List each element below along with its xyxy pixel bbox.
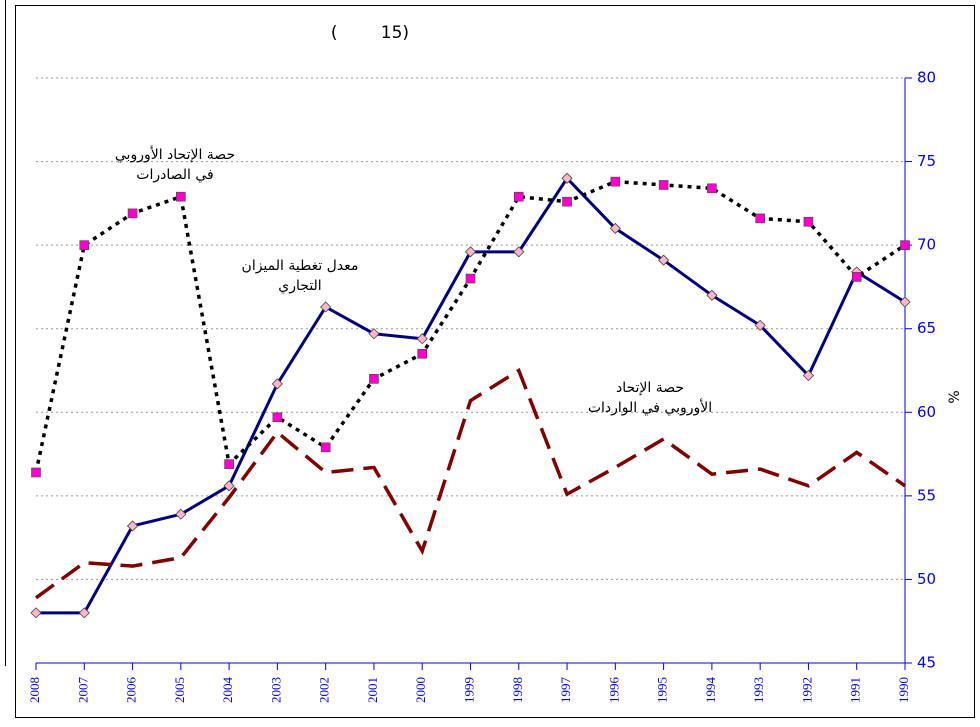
x-tick-label: 2008: [27, 677, 42, 703]
y-tick-label: 45: [917, 654, 936, 672]
y-axis-label: %: [947, 390, 963, 403]
annotation: معدل تغطية الميزان: [242, 258, 359, 274]
point: [369, 374, 379, 384]
point: [754, 319, 766, 331]
chart-title: ( 15): [331, 23, 409, 43]
point: [79, 240, 90, 250]
point: [126, 520, 139, 532]
point: [368, 328, 380, 340]
x-tick-label: 2003: [268, 677, 283, 703]
x-tick-label: 1999: [461, 677, 476, 703]
x-tick-label: 1997: [558, 677, 573, 704]
point: [706, 289, 718, 301]
x-tick-label: 1995: [655, 677, 670, 703]
point: [900, 240, 910, 250]
point: [707, 183, 717, 194]
point: [755, 213, 765, 224]
x-tick-label: 2002: [317, 677, 332, 703]
annotation: حصة الإتحاد: [616, 380, 684, 396]
point: [609, 222, 621, 234]
point: [175, 508, 187, 520]
point: [78, 607, 90, 619]
point: [31, 467, 41, 478]
x-tick-label: 1991: [848, 677, 863, 703]
point: [803, 216, 814, 227]
y-tick-label: 55: [917, 486, 936, 504]
point: [851, 272, 862, 282]
x-tick-label: 1990: [896, 677, 911, 703]
series-line: [34, 367, 906, 600]
x-tick-label: 2006: [124, 677, 139, 704]
point: [513, 191, 524, 202]
y-tick-label: 80: [917, 69, 936, 87]
x-tick-label: 2001: [365, 677, 380, 703]
point: [899, 296, 911, 308]
x-tick-label: 2004: [220, 677, 235, 704]
annotation: حصة الإتحاد الأوروبي: [115, 145, 235, 163]
annotation: في الصادرات: [136, 167, 213, 183]
point: [223, 480, 235, 492]
y-tick-label: 70: [917, 236, 936, 254]
x-tick-label: 2007: [75, 677, 90, 704]
point: [561, 172, 573, 184]
point: [320, 442, 331, 453]
point: [465, 273, 476, 284]
point: [513, 246, 525, 258]
point: [272, 412, 283, 423]
point: [416, 333, 428, 345]
point: [271, 378, 283, 390]
x-tick-label: 1993: [751, 677, 766, 703]
point: [658, 254, 670, 266]
x-tick-label: 1992: [799, 677, 814, 703]
point: [320, 301, 332, 313]
point: [30, 607, 42, 619]
series-line: [36, 175, 906, 615]
series-line: [34, 179, 906, 473]
point: [127, 208, 138, 219]
x-tick-label: 2005: [172, 677, 187, 703]
chart-frame: [15, 5, 975, 718]
point: [224, 459, 234, 469]
y-tick-label: 60: [917, 403, 936, 421]
y-tick-label: 65: [917, 319, 936, 337]
x-tick-label: 1996: [606, 677, 621, 704]
x-tick-label: 2000: [413, 677, 428, 703]
y-tick-label: 75: [917, 152, 936, 170]
x-tick-label: 1998: [510, 677, 525, 703]
point: [658, 180, 669, 190]
point: [562, 196, 572, 207]
annotation: التجاري: [278, 278, 321, 294]
point: [802, 369, 815, 382]
x-tick-label: 1994: [703, 677, 718, 704]
y-tick-label: 50: [917, 570, 936, 588]
annotation: الأوروبي في الواردات: [588, 398, 712, 416]
point: [417, 348, 428, 359]
point: [464, 246, 477, 258]
point: [610, 176, 621, 187]
point: [176, 191, 186, 202]
